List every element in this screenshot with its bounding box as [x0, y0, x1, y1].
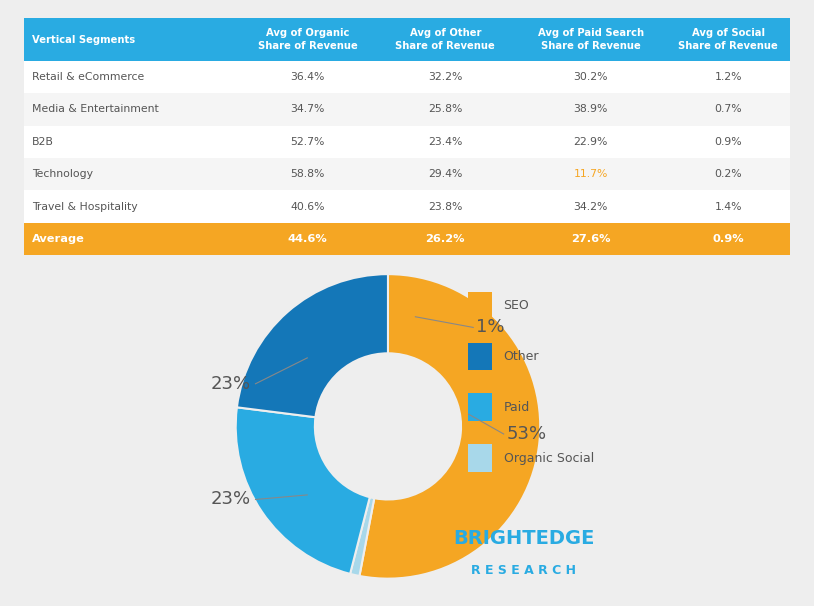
Text: 58.8%: 58.8% [291, 169, 325, 179]
Text: Avg of Organic
Share of Revenue: Avg of Organic Share of Revenue [258, 28, 357, 51]
Text: Average: Average [32, 234, 85, 244]
FancyBboxPatch shape [467, 444, 492, 472]
Text: 53%: 53% [507, 425, 547, 443]
FancyBboxPatch shape [24, 223, 790, 255]
Text: 30.2%: 30.2% [573, 72, 608, 82]
Text: 23%: 23% [211, 490, 251, 508]
Wedge shape [237, 274, 388, 418]
Text: 27.6%: 27.6% [571, 234, 610, 244]
Text: Vertical Segments: Vertical Segments [32, 35, 135, 44]
Text: Avg of Paid Search
Share of Revenue: Avg of Paid Search Share of Revenue [537, 28, 644, 51]
Text: 26.2%: 26.2% [426, 234, 465, 244]
Text: 29.4%: 29.4% [428, 169, 462, 179]
Text: 1%: 1% [476, 318, 505, 336]
Text: 1.4%: 1.4% [715, 202, 742, 211]
Text: 23.4%: 23.4% [428, 137, 462, 147]
Text: SEO: SEO [504, 299, 529, 312]
Text: 44.6%: 44.6% [287, 234, 327, 244]
FancyBboxPatch shape [467, 393, 492, 421]
Text: Paid: Paid [504, 401, 530, 414]
Text: 22.9%: 22.9% [573, 137, 608, 147]
Text: Retail & eCommerce: Retail & eCommerce [32, 72, 144, 82]
Text: 25.8%: 25.8% [428, 104, 462, 115]
Text: 38.9%: 38.9% [573, 104, 608, 115]
Text: Travel & Hospitality: Travel & Hospitality [32, 202, 138, 211]
Wedge shape [350, 497, 374, 576]
Text: Avg of Social
Share of Revenue: Avg of Social Share of Revenue [679, 28, 778, 51]
FancyBboxPatch shape [467, 292, 492, 320]
Text: 40.6%: 40.6% [291, 202, 325, 211]
Text: 34.2%: 34.2% [573, 202, 608, 211]
FancyBboxPatch shape [24, 18, 790, 61]
Text: Other: Other [504, 350, 539, 363]
Text: 36.4%: 36.4% [291, 72, 325, 82]
Text: 23.8%: 23.8% [428, 202, 462, 211]
Wedge shape [236, 407, 370, 574]
Text: 32.2%: 32.2% [428, 72, 462, 82]
Text: Avg of Other
Share of Revenue: Avg of Other Share of Revenue [396, 28, 495, 51]
FancyBboxPatch shape [24, 158, 790, 190]
Text: 11.7%: 11.7% [573, 169, 608, 179]
Text: Organic Social: Organic Social [504, 451, 594, 465]
Text: R E S E A R C H: R E S E A R C H [471, 564, 576, 578]
Text: BRIGHTEDGE: BRIGHTEDGE [453, 528, 594, 548]
Text: 34.7%: 34.7% [291, 104, 325, 115]
Text: 52.7%: 52.7% [291, 137, 325, 147]
Text: 23%: 23% [211, 375, 251, 393]
Text: 0.7%: 0.7% [715, 104, 742, 115]
FancyBboxPatch shape [24, 61, 790, 93]
Wedge shape [360, 274, 540, 579]
Text: 0.2%: 0.2% [715, 169, 742, 179]
FancyBboxPatch shape [467, 342, 492, 370]
Text: B2B: B2B [32, 137, 54, 147]
Text: Technology: Technology [32, 169, 93, 179]
Text: 1.2%: 1.2% [715, 72, 742, 82]
FancyBboxPatch shape [24, 93, 790, 125]
Text: Media & Entertainment: Media & Entertainment [32, 104, 159, 115]
FancyBboxPatch shape [24, 125, 790, 158]
Text: 0.9%: 0.9% [712, 234, 744, 244]
FancyBboxPatch shape [24, 190, 790, 223]
Text: 0.9%: 0.9% [715, 137, 742, 147]
